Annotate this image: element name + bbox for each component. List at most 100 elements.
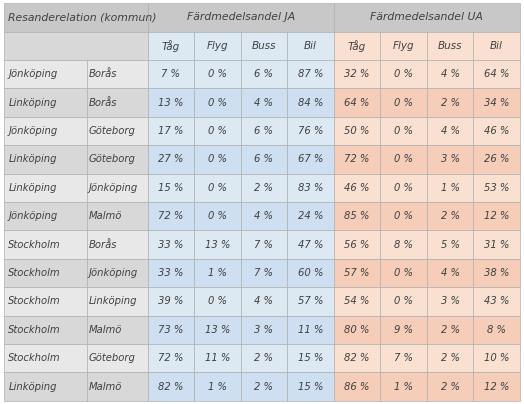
Bar xyxy=(473,230,520,259)
Text: 0 %: 0 % xyxy=(208,211,227,221)
Bar xyxy=(241,60,287,88)
Bar xyxy=(427,316,473,344)
Bar xyxy=(4,344,86,372)
Bar xyxy=(473,88,520,117)
Text: 60 %: 60 % xyxy=(298,268,323,278)
Bar xyxy=(86,88,148,117)
Text: Göteborg: Göteborg xyxy=(89,126,136,136)
Text: Stockholm: Stockholm xyxy=(8,297,61,306)
Text: 7 %: 7 % xyxy=(255,268,274,278)
Bar xyxy=(380,230,427,259)
Text: Stockholm: Stockholm xyxy=(8,240,61,250)
Text: 2 %: 2 % xyxy=(441,98,460,107)
Bar xyxy=(241,259,287,287)
Bar xyxy=(287,117,334,145)
Bar xyxy=(380,372,427,401)
Text: 15 %: 15 % xyxy=(158,183,183,193)
Text: 34 %: 34 % xyxy=(484,98,509,107)
Text: 2 %: 2 % xyxy=(255,183,274,193)
Bar xyxy=(287,344,334,372)
Text: 80 %: 80 % xyxy=(344,325,370,335)
Text: 26 %: 26 % xyxy=(484,154,509,164)
Bar xyxy=(380,145,427,174)
Text: 0 %: 0 % xyxy=(208,126,227,136)
Bar xyxy=(427,32,473,60)
Bar xyxy=(148,316,194,344)
Text: 87 %: 87 % xyxy=(298,69,323,79)
Text: Bil: Bil xyxy=(490,41,503,51)
Bar xyxy=(4,287,86,316)
Text: 85 %: 85 % xyxy=(344,211,370,221)
Bar xyxy=(86,145,148,174)
Text: 4 %: 4 % xyxy=(441,69,460,79)
Text: 64 %: 64 % xyxy=(344,98,370,107)
Text: Linköping: Linköping xyxy=(8,381,57,391)
Text: 4 %: 4 % xyxy=(255,98,274,107)
Bar xyxy=(241,32,287,60)
Bar xyxy=(241,372,287,401)
Text: 2 %: 2 % xyxy=(255,353,274,363)
Text: 11 %: 11 % xyxy=(298,325,323,335)
Bar xyxy=(4,117,86,145)
Bar xyxy=(334,344,380,372)
Text: 0 %: 0 % xyxy=(394,183,413,193)
Bar xyxy=(334,259,380,287)
Bar xyxy=(473,32,520,60)
Bar xyxy=(148,372,194,401)
Text: Linköping: Linköping xyxy=(89,297,137,306)
Bar xyxy=(287,60,334,88)
Bar xyxy=(380,32,427,60)
Text: 4 %: 4 % xyxy=(255,211,274,221)
Bar xyxy=(241,202,287,230)
Text: 2 %: 2 % xyxy=(441,325,460,335)
Text: Tåg: Tåg xyxy=(162,40,180,52)
Bar xyxy=(334,88,380,117)
Text: 46 %: 46 % xyxy=(344,183,370,193)
Text: 3 %: 3 % xyxy=(255,325,274,335)
Text: Stockholm: Stockholm xyxy=(8,353,61,363)
Text: 6 %: 6 % xyxy=(255,69,274,79)
Bar xyxy=(334,32,380,60)
Text: 72 %: 72 % xyxy=(158,353,183,363)
Bar xyxy=(194,145,241,174)
Text: Borås: Borås xyxy=(89,98,117,107)
Text: 2 %: 2 % xyxy=(441,381,460,391)
Text: Flyg: Flyg xyxy=(206,41,228,51)
Bar xyxy=(194,32,241,60)
Text: 5 %: 5 % xyxy=(441,240,460,250)
Text: 15 %: 15 % xyxy=(298,353,323,363)
Text: 73 %: 73 % xyxy=(158,325,183,335)
Bar xyxy=(148,60,194,88)
Bar xyxy=(241,174,287,202)
Text: 43 %: 43 % xyxy=(484,297,509,306)
Bar xyxy=(148,287,194,316)
Text: Färdmedelsandel JA: Färdmedelsandel JA xyxy=(187,13,295,23)
Bar xyxy=(86,287,148,316)
Text: 47 %: 47 % xyxy=(298,240,323,250)
Bar xyxy=(380,117,427,145)
Bar xyxy=(194,60,241,88)
Text: 0 %: 0 % xyxy=(394,126,413,136)
Bar xyxy=(241,230,287,259)
Text: 8 %: 8 % xyxy=(487,325,506,335)
Bar xyxy=(287,287,334,316)
Bar xyxy=(427,145,473,174)
Bar xyxy=(86,60,148,88)
Text: Buss: Buss xyxy=(438,41,462,51)
Text: 82 %: 82 % xyxy=(344,353,370,363)
Bar xyxy=(473,60,520,88)
Bar xyxy=(4,32,148,60)
Bar xyxy=(334,60,380,88)
Text: Resanderelation (kommun): Resanderelation (kommun) xyxy=(8,13,157,23)
Text: 24 %: 24 % xyxy=(298,211,323,221)
Text: Borås: Borås xyxy=(89,69,117,79)
Bar xyxy=(194,117,241,145)
Bar xyxy=(427,174,473,202)
Text: Jönköping: Jönköping xyxy=(8,211,58,221)
Text: 3 %: 3 % xyxy=(441,297,460,306)
Bar xyxy=(287,230,334,259)
Bar xyxy=(473,117,520,145)
Bar xyxy=(194,259,241,287)
Text: 0 %: 0 % xyxy=(394,297,413,306)
Bar xyxy=(287,372,334,401)
